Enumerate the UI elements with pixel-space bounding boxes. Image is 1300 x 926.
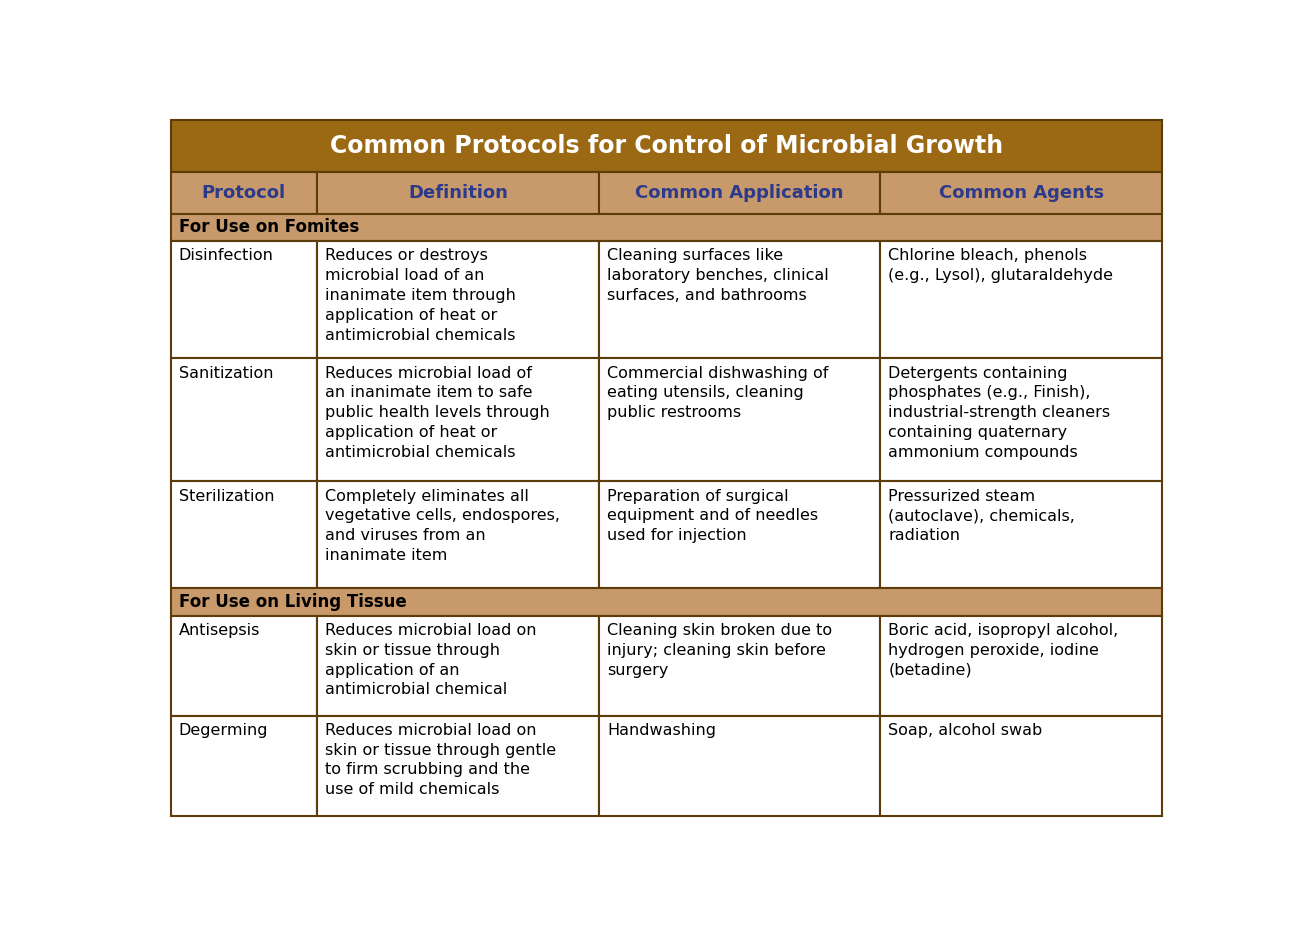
FancyBboxPatch shape	[880, 241, 1162, 358]
Text: Completely eliminates all
vegetative cells, endospores,
and viruses from an
inan: Completely eliminates all vegetative cel…	[325, 489, 560, 563]
FancyBboxPatch shape	[880, 482, 1162, 588]
Text: Common Application: Common Application	[636, 183, 844, 202]
FancyBboxPatch shape	[170, 214, 1162, 241]
FancyBboxPatch shape	[880, 716, 1162, 816]
FancyBboxPatch shape	[880, 616, 1162, 716]
Text: Soap, alcohol swab: Soap, alcohol swab	[888, 723, 1043, 738]
FancyBboxPatch shape	[599, 358, 880, 482]
Text: Commercial dishwashing of
eating utensils, cleaning
public restrooms: Commercial dishwashing of eating utensil…	[607, 366, 828, 420]
FancyBboxPatch shape	[317, 482, 599, 588]
FancyBboxPatch shape	[170, 616, 317, 716]
FancyBboxPatch shape	[170, 119, 1162, 171]
Text: For Use on Fomites: For Use on Fomites	[178, 219, 359, 236]
Text: Antisepsis: Antisepsis	[178, 623, 260, 638]
Text: Reduces or destroys
microbial load of an
inanimate item through
application of h: Reduces or destroys microbial load of an…	[325, 248, 516, 343]
Text: Chlorine bleach, phenols
(e.g., Lysol), glutaraldehyde: Chlorine bleach, phenols (e.g., Lysol), …	[888, 248, 1113, 283]
FancyBboxPatch shape	[317, 616, 599, 716]
FancyBboxPatch shape	[317, 241, 599, 358]
Text: Cleaning surfaces like
laboratory benches, clinical
surfaces, and bathrooms: Cleaning surfaces like laboratory benche…	[607, 248, 828, 303]
FancyBboxPatch shape	[170, 358, 317, 482]
FancyBboxPatch shape	[317, 716, 599, 816]
Text: Handwashing: Handwashing	[607, 723, 716, 738]
FancyBboxPatch shape	[599, 171, 880, 214]
FancyBboxPatch shape	[317, 171, 599, 214]
FancyBboxPatch shape	[170, 171, 317, 214]
Text: Definition: Definition	[408, 183, 508, 202]
FancyBboxPatch shape	[880, 358, 1162, 482]
Text: For Use on Living Tissue: For Use on Living Tissue	[178, 594, 407, 611]
Text: Protocol: Protocol	[202, 183, 286, 202]
Text: Common Agents: Common Agents	[939, 183, 1104, 202]
Text: Common Protocols for Control of Microbial Growth: Common Protocols for Control of Microbia…	[330, 133, 1002, 157]
Text: Pressurized steam
(autoclave), chemicals,
radiation: Pressurized steam (autoclave), chemicals…	[888, 489, 1075, 544]
FancyBboxPatch shape	[170, 241, 317, 358]
FancyBboxPatch shape	[170, 716, 317, 816]
Text: Reduces microbial load on
skin or tissue through
application of an
antimicrobial: Reduces microbial load on skin or tissue…	[325, 623, 537, 697]
FancyBboxPatch shape	[599, 241, 880, 358]
Text: Degerming: Degerming	[178, 723, 268, 738]
Text: Cleaning skin broken due to
injury; cleaning skin before
surgery: Cleaning skin broken due to injury; clea…	[607, 623, 832, 678]
Text: Sterilization: Sterilization	[178, 489, 274, 504]
Text: Reduces microbial load on
skin or tissue through gentle
to firm scrubbing and th: Reduces microbial load on skin or tissue…	[325, 723, 556, 797]
FancyBboxPatch shape	[599, 482, 880, 588]
Text: Reduces microbial load of
an inanimate item to safe
public health levels through: Reduces microbial load of an inanimate i…	[325, 366, 550, 459]
Text: Disinfection: Disinfection	[178, 248, 273, 263]
FancyBboxPatch shape	[599, 616, 880, 716]
FancyBboxPatch shape	[880, 171, 1162, 214]
Text: Preparation of surgical
equipment and of needles
used for injection: Preparation of surgical equipment and of…	[607, 489, 818, 544]
FancyBboxPatch shape	[170, 588, 1162, 616]
Text: Boric acid, isopropyl alcohol,
hydrogen peroxide, iodine
(betadine): Boric acid, isopropyl alcohol, hydrogen …	[888, 623, 1119, 678]
Text: Sanitization: Sanitization	[178, 366, 273, 381]
FancyBboxPatch shape	[170, 482, 317, 588]
FancyBboxPatch shape	[317, 358, 599, 482]
Text: Detergents containing
phosphates (e.g., Finish),
industrial-strength cleaners
co: Detergents containing phosphates (e.g., …	[888, 366, 1110, 459]
FancyBboxPatch shape	[599, 716, 880, 816]
